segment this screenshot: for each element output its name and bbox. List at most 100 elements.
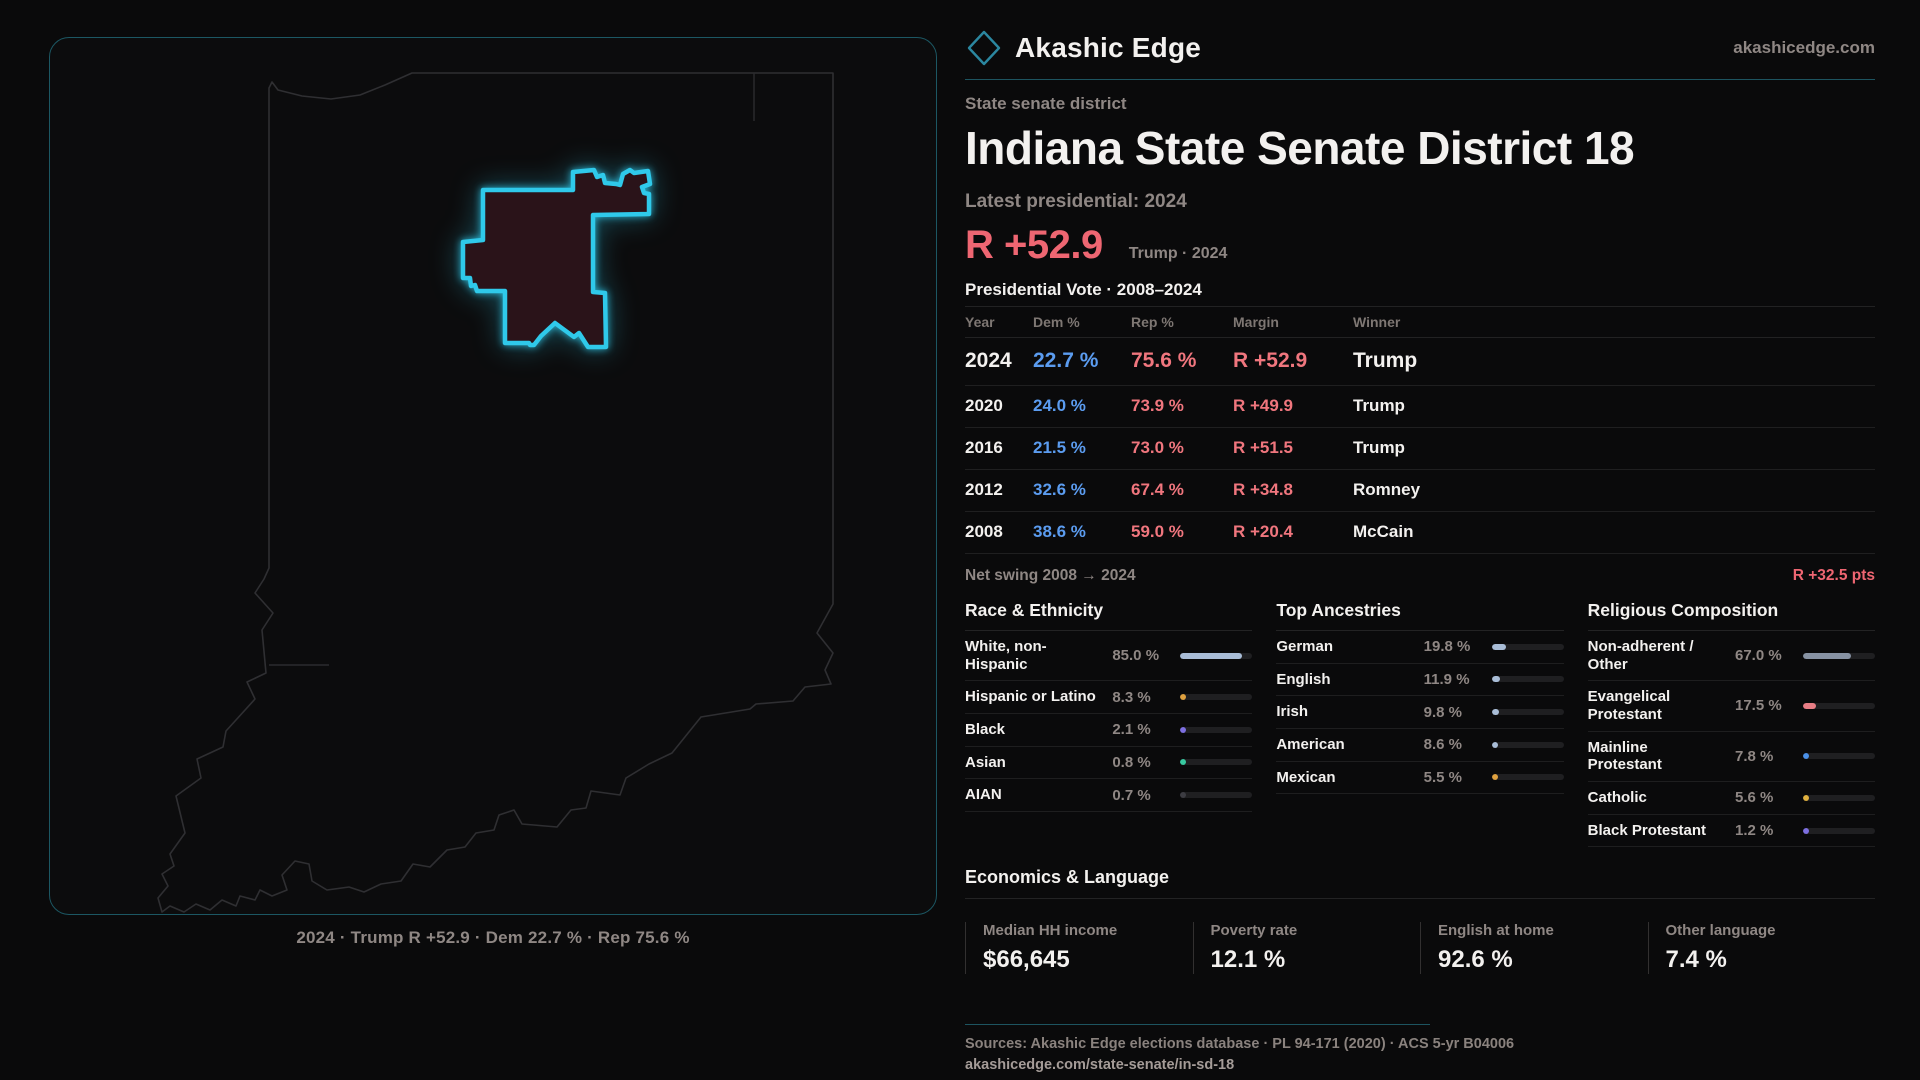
cell-margin: R +34.8 [1233, 480, 1294, 500]
ancestry-row: Mexican 5.5 % [1276, 762, 1564, 795]
race-row: AIAN 0.7 % [965, 779, 1253, 813]
net-swing-label: Net swing 2008 → 2024 [965, 566, 1136, 584]
religion-label: Catholic [1587, 789, 1647, 807]
latest-presidential-label: Latest presidential: 2024 [965, 190, 1187, 212]
senate-district-18-shape [460, 167, 653, 350]
religion-section-title: Religious Composition [1587, 600, 1875, 631]
col-dem: Dem % [1033, 313, 1080, 330]
cell-margin: R +20.4 [1233, 522, 1294, 542]
brand-domain-link[interactable]: akashicedge.com [1733, 38, 1875, 57]
cell-year: 2024 [965, 349, 1012, 373]
religion-label: Non-adherent / Other [1587, 637, 1694, 673]
religion-row: Catholic 5.6 % [1587, 782, 1875, 815]
stat-label: Median HH income [983, 922, 1118, 940]
vote-table-row: 2020 24.0 % 73.9 % R +49.9 Trump [965, 386, 1875, 428]
stat-label: English at home [1438, 922, 1554, 940]
race-row: Hispanic or Latino 8.3 % [965, 681, 1253, 714]
race-bar-fill [1180, 694, 1187, 701]
col-year: Year [965, 313, 995, 330]
cell-dem-pct: 21.5 % [1033, 438, 1086, 458]
ancestry-bar-fill [1491, 643, 1506, 650]
stat-label: Other language [1665, 922, 1776, 940]
ancestry-value: 19.8 % [1423, 638, 1471, 656]
vote-table: Year Dem % Rep % Margin Winner 2024 22.7… [965, 305, 1875, 554]
vote-table-row: 2012 32.6 % 67.4 % R +34.8 Romney [965, 470, 1875, 512]
stat-label: Poverty rate [1210, 922, 1298, 940]
permalink[interactable]: akashicedge.com/state-senate/in-sd-18 [965, 1057, 1235, 1074]
vote-table-row: 2008 38.6 % 59.0 % R +20.4 McCain [965, 512, 1875, 554]
ancestry-bar-track [1491, 774, 1564, 781]
religion-value: 5.6 % [1735, 789, 1774, 807]
sources-text: Sources: Akashic Edge elections database… [965, 1036, 1515, 1053]
detail-panel: Akashic Edge akashicedge.com State senat… [965, 26, 1875, 1073]
cell-margin: R +49.9 [1233, 396, 1294, 416]
religion-bar-fill [1803, 652, 1852, 659]
religion-value: 67.0 % [1735, 647, 1782, 665]
cell-rep-pct: 75.6 % [1131, 349, 1197, 373]
economics-stats: Median HH income $66,645 Poverty rate 12… [965, 922, 1875, 975]
ancestry-label: Mexican [1276, 768, 1336, 786]
cell-dem-pct: 38.6 % [1033, 522, 1086, 542]
demographics-grid: Race & Ethnicity White, non-Hispanic 85.… [965, 600, 1875, 848]
cell-rep-pct: 67.4 % [1131, 480, 1184, 500]
cell-winner: Trump [1353, 349, 1418, 373]
stat-value: $66,645 [983, 946, 1070, 974]
race-value: 0.7 % [1112, 786, 1151, 804]
race-section-title: Race & Ethnicity [965, 600, 1253, 631]
footer-divider [965, 1024, 1430, 1026]
religion-value: 17.5 % [1735, 697, 1782, 715]
ancestry-bar-fill [1491, 741, 1498, 748]
vote-table-rows: 2024 22.7 % 75.6 % R +52.9 Trump 2020 24… [965, 338, 1875, 554]
cell-rep-pct: 59.0 % [1131, 522, 1184, 542]
cell-year: 2008 [965, 522, 1003, 542]
district-type-label: State senate district [965, 94, 1127, 113]
race-label: Asian [965, 753, 1006, 771]
ancestry-bar-track [1491, 741, 1564, 748]
cell-dem-pct: 22.7 % [1033, 349, 1099, 373]
ancestry-bar-track [1491, 709, 1564, 716]
ancestry-bar-track [1491, 676, 1564, 683]
race-bar-fill [1180, 652, 1242, 659]
vote-table-title: Presidential Vote · 2008–2024 [965, 279, 1202, 299]
economics-divider [965, 898, 1875, 900]
ancestry-label: German [1276, 637, 1334, 655]
race-row: White, non-Hispanic 85.0 % [965, 631, 1253, 682]
cell-dem-pct: 24.0 % [1033, 396, 1086, 416]
economics-section-title: Economics & Language [965, 867, 1170, 888]
headline-margin: R +52.9 Trump · 2024 [965, 223, 1875, 268]
ancestry-value: 5.5 % [1423, 768, 1463, 786]
religion-bar-track [1803, 753, 1875, 760]
cell-year: 2016 [965, 438, 1003, 458]
stat-value: 12.1 % [1210, 946, 1286, 974]
ancestry-value: 9.8 % [1423, 703, 1463, 721]
race-bar-track [1180, 652, 1253, 659]
religion-bar-fill [1803, 827, 1809, 834]
religion-value: 7.8 % [1735, 747, 1774, 765]
religion-row: Black Protestant 1.2 % [1587, 815, 1875, 848]
race-bar-fill [1180, 792, 1187, 799]
ancestry-row: German 19.8 % [1276, 631, 1564, 664]
race-bar-track [1180, 759, 1253, 766]
ancestry-value: 11.9 % [1423, 670, 1470, 688]
cell-rep-pct: 73.9 % [1131, 396, 1184, 416]
col-winner: Winner [1353, 313, 1401, 330]
stat-card: Median HH income $66,645 [965, 922, 1193, 975]
religion-bar-track [1803, 827, 1875, 834]
cell-rep-pct: 73.0 % [1131, 438, 1184, 458]
brand-name: Akashic Edge [1015, 32, 1202, 63]
race-value: 85.0 % [1112, 647, 1160, 665]
cell-winner: Romney [1353, 480, 1421, 500]
religion-label: Black Protestant [1587, 821, 1707, 839]
race-row: Black 2.1 % [965, 714, 1253, 747]
religion-section: Religious Composition Non-adherent / Oth… [1587, 600, 1875, 848]
religion-row: Non-adherent / Other 67.0 % [1587, 631, 1875, 682]
margin-note: Trump · 2024 [1128, 244, 1228, 262]
race-section: Race & Ethnicity White, non-Hispanic 85.… [965, 600, 1253, 848]
religion-bar-fill [1803, 753, 1809, 760]
ancestry-row: American 8.6 % [1276, 729, 1564, 762]
religion-row: Evangelical Protestant 17.5 % [1587, 681, 1875, 732]
ancestry-bar-fill [1491, 774, 1498, 781]
religion-bar-fill [1803, 794, 1809, 801]
cell-dem-pct: 32.6 % [1033, 480, 1086, 500]
ancestry-section: Top Ancestries German 19.8 % English 11.… [1276, 600, 1564, 848]
